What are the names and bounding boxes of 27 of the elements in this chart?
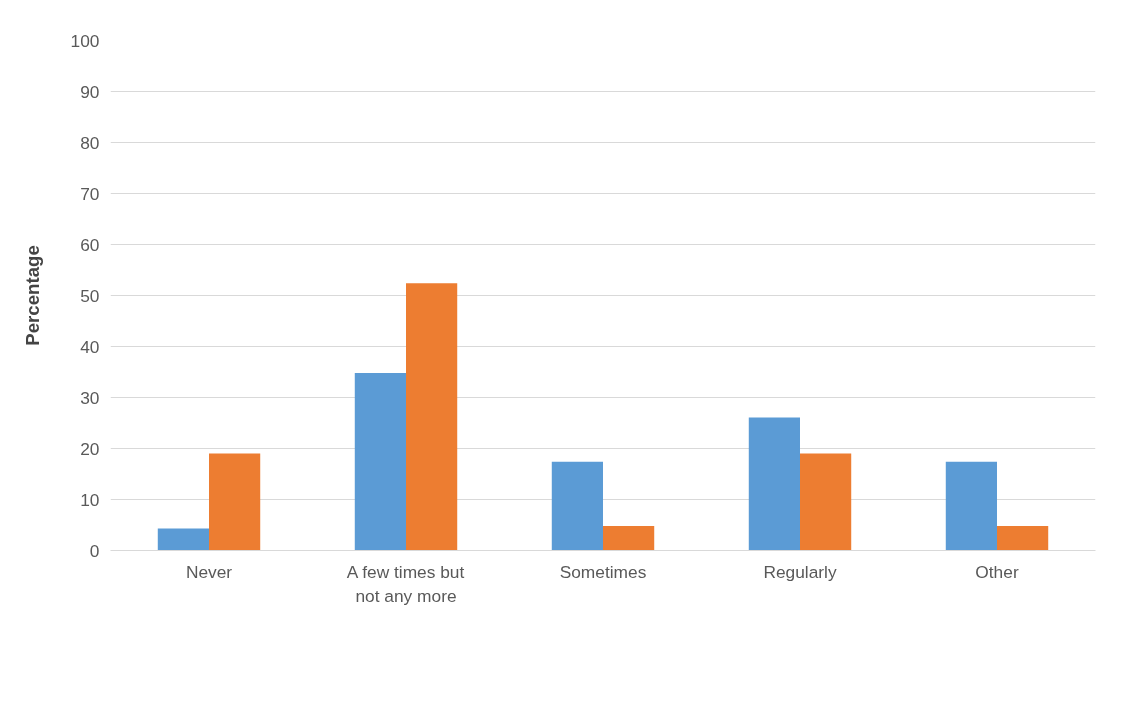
y-tick-label: 90: [80, 81, 100, 102]
bar: [551, 461, 603, 551]
bar: [354, 373, 406, 551]
bar: [603, 526, 655, 551]
y-tick-label: 20: [80, 438, 100, 459]
x-tick-label: Other: [975, 561, 1019, 582]
bar: [406, 283, 458, 551]
x-tick-label: Never: [185, 561, 233, 582]
y-tick-label: 30: [80, 387, 100, 408]
bar: [209, 453, 261, 551]
x-tick-label: Regularly: [763, 561, 837, 582]
bar: [748, 417, 800, 551]
bar: [945, 461, 997, 551]
y-tick-label: 60: [80, 234, 100, 255]
y-tick-label: 80: [80, 132, 100, 153]
y-tick-label: 100: [70, 30, 100, 51]
x-tick-label: A few times but not any more: [346, 561, 465, 606]
y-tick-label: 10: [80, 489, 100, 510]
y-tick-label: 70: [80, 183, 100, 204]
bar: [157, 528, 209, 551]
x-tick-label: Sometimes: [559, 561, 647, 582]
y-tick-label: 0: [89, 540, 100, 561]
y-tick-label: 50: [80, 285, 100, 306]
bar: [997, 526, 1049, 551]
y-tick-label: 40: [80, 336, 100, 357]
bar: [800, 453, 852, 551]
y-axis-title: Percentage: [21, 245, 43, 346]
